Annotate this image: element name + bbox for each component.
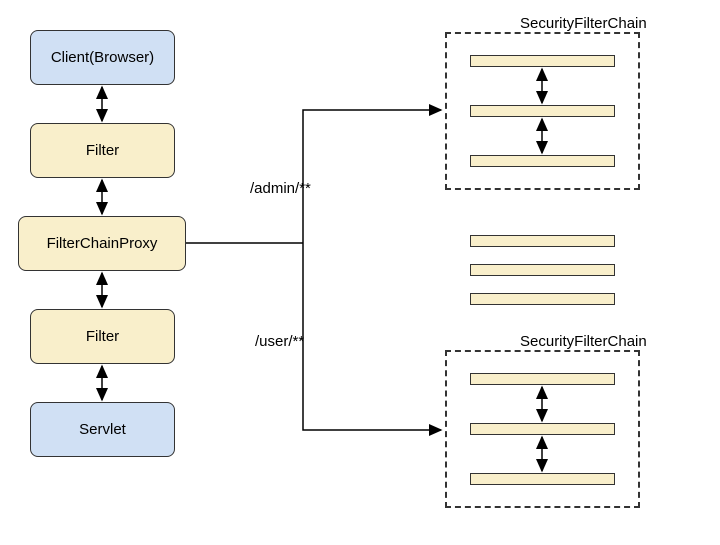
- node-filter1: Filter: [30, 123, 175, 178]
- node-filter2: Filter: [30, 309, 175, 364]
- chain-bottom-title: SecurityFilterChain: [520, 333, 647, 350]
- chain-bar: [470, 55, 615, 67]
- node-servlet: Servlet: [30, 402, 175, 457]
- chain-bar: [470, 235, 615, 247]
- chain-bar: [470, 155, 615, 167]
- node-client: Client(Browser): [30, 30, 175, 85]
- node-proxy: FilterChainProxy: [18, 216, 186, 271]
- chain-bar: [470, 105, 615, 117]
- branch-label-user: /user/**: [255, 333, 304, 350]
- node-filter2-label: Filter: [86, 328, 119, 345]
- chain-top-title: SecurityFilterChain: [520, 15, 647, 32]
- node-filter1-label: Filter: [86, 142, 119, 159]
- node-servlet-label: Servlet: [79, 421, 126, 438]
- node-client-label: Client(Browser): [51, 49, 154, 66]
- diagram-canvas: Client(Browser) Filter FilterChainProxy …: [0, 0, 720, 545]
- chain-bar: [470, 473, 615, 485]
- chain-bar: [470, 264, 615, 276]
- node-proxy-label: FilterChainProxy: [47, 235, 158, 252]
- chain-bar: [470, 293, 615, 305]
- chain-bar: [470, 373, 615, 385]
- branch-label-admin: /admin/**: [250, 180, 311, 197]
- chain-bar: [470, 423, 615, 435]
